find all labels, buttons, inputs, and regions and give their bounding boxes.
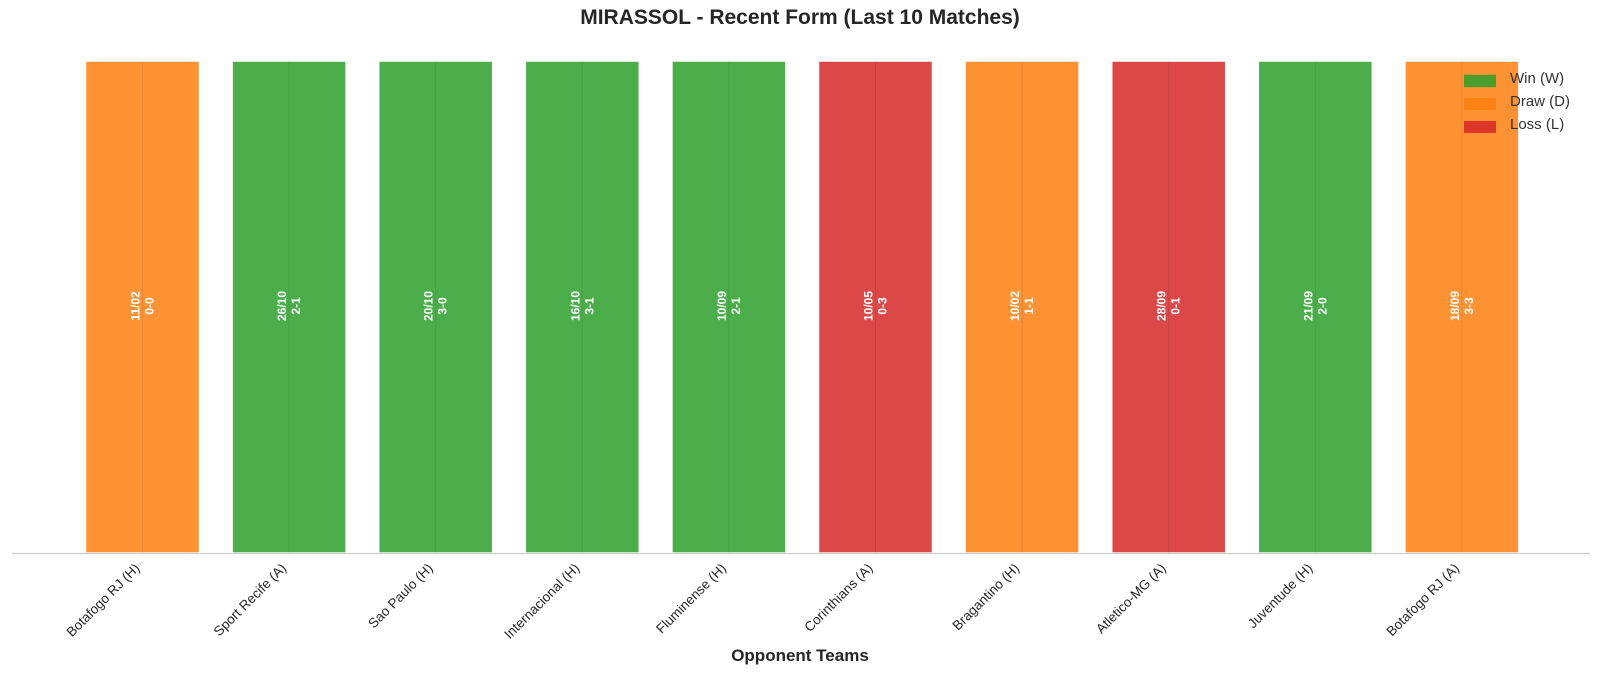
bars-layer: [84, 60, 1520, 554]
bar-label-date-5: 10/09: [715, 291, 729, 321]
bar-label-6: 10/050-3: [862, 291, 890, 321]
bar-label-score-3: 3-0: [436, 297, 450, 315]
bar-label-1: 11/020-0: [129, 291, 157, 321]
x-tick-label-4: Internacional (H): [501, 561, 582, 642]
bar-label-date-7: 10/02: [1008, 291, 1022, 321]
bar-label-score-6: 0-3: [876, 297, 890, 315]
bar-label-2: 26/102-1: [275, 291, 303, 321]
bar-label-date-3: 20/10: [422, 291, 436, 321]
bar-label-date-2: 26/10: [275, 291, 289, 321]
bar-label-date-10: 18/09: [1448, 291, 1462, 321]
bar-1: [84, 60, 201, 554]
bar-label-date-6: 10/05: [862, 291, 876, 321]
bar-5: [671, 60, 787, 554]
bar-label-9: 21/092-0: [1301, 291, 1329, 321]
legend-item-draw: Draw (D): [1464, 93, 1594, 116]
x-tick-label-6: Corinthians (A): [801, 561, 875, 635]
legend: Win (W) Draw (D) Loss (L): [1464, 70, 1594, 139]
bar-label-date-8: 28/09: [1155, 291, 1169, 321]
legend-label-draw: Draw (D): [1510, 93, 1570, 110]
x-tick-label-7: Bragantino (H): [950, 561, 1023, 634]
bar-label-date-1: 11/02: [129, 291, 143, 321]
legend-label-win: Win (W): [1510, 70, 1565, 87]
bar-10: [1404, 60, 1520, 554]
bar-label-score-2: 2-1: [289, 297, 303, 315]
bar-label-3: 20/103-0: [422, 291, 450, 321]
bar-6: [817, 60, 934, 554]
x-tick-label-1: Botafogo RJ (H): [64, 561, 143, 640]
bar-labels-layer: 11/020-0 26/102-1 20/103-0 16/103-1 10/092-1…: [129, 291, 1476, 321]
x-tick-label-5: Fluminense (H): [653, 561, 729, 637]
x-tick-label-8: Atletico-MG (A): [1093, 561, 1169, 637]
legend-item-loss: Loss (L): [1464, 116, 1594, 139]
chart-title: MIRASSOL - Recent Form (Last 10 Matches): [580, 6, 1020, 29]
x-axis-label: Opponent Teams: [731, 646, 869, 665]
tick-labels-layer: Botafogo RJ (H) Sport Recife (A) Sao Paulo…: [64, 561, 1462, 642]
bar-label-date-4: 16/10: [568, 291, 582, 321]
bar-label-score-10: 3-3: [1462, 297, 1476, 315]
bar-label-10: 18/093-3: [1448, 291, 1476, 321]
x-tick-label-3: Sao Paulo (H): [365, 561, 436, 632]
bar-label-7: 10/021-1: [1008, 291, 1036, 321]
bar-label-score-9: 2-0: [1315, 297, 1329, 315]
bar-label-date-9: 21/09: [1301, 291, 1315, 321]
bar-label-score-4: 3-1: [582, 297, 596, 315]
legend-swatch-draw: [1464, 98, 1496, 110]
bar-label-4: 16/103-1: [568, 291, 596, 321]
x-tick-label-9: Juventude (H): [1245, 561, 1316, 632]
bar-3: [377, 60, 494, 554]
legend-swatch-loss: [1464, 121, 1496, 133]
legend-label-loss: Loss (L): [1510, 116, 1565, 133]
x-tick-label-2: Sport Recife (A): [211, 561, 290, 640]
bar-label-score-5: 2-1: [729, 297, 743, 315]
bar-label-score-1: 0-0: [143, 297, 157, 315]
legend-swatch-win: [1464, 75, 1496, 87]
bar-8: [1110, 60, 1227, 554]
bar-label-8: 28/090-1: [1155, 291, 1183, 321]
bar-label-5: 10/092-1: [715, 291, 743, 321]
bar-label-score-7: 1-1: [1022, 297, 1036, 315]
legend-item-win: Win (W): [1464, 70, 1594, 93]
x-tick-label-10: Botafogo RJ (A): [1383, 561, 1462, 640]
bar-9: [1257, 60, 1374, 554]
bar-label-score-8: 0-1: [1169, 297, 1183, 315]
